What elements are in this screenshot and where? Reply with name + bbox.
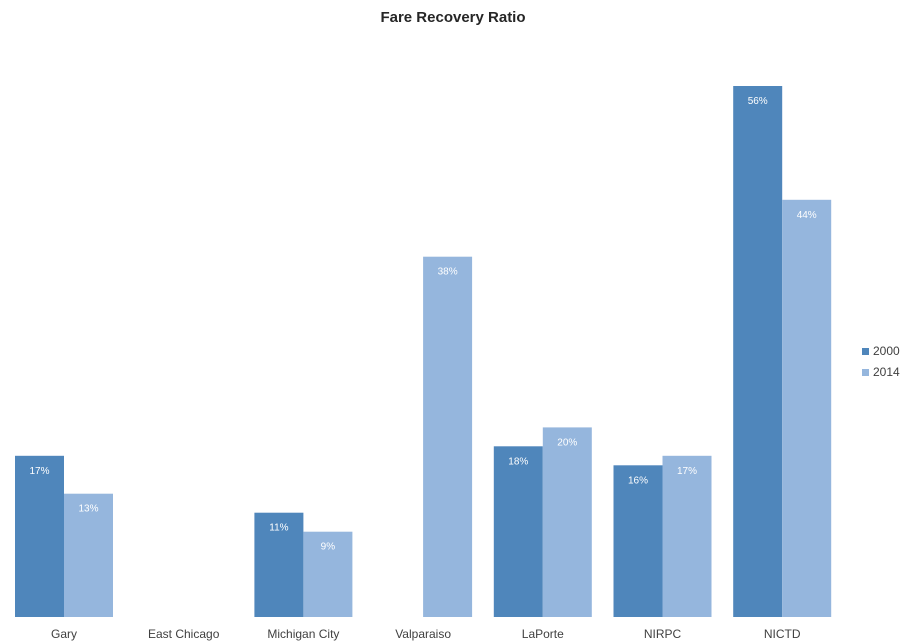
bar-2014-gary <box>64 493 113 617</box>
data-label-2014-laporte: 20% <box>557 437 577 448</box>
data-label-2000-nirpc: 16% <box>628 475 648 486</box>
legend-swatch-2000 <box>862 347 869 355</box>
legend-label-2000: 2000 <box>873 344 900 358</box>
legend-label-2014: 2014 <box>873 365 900 379</box>
x-axis-ticks: Gary East Chicago Michigan City Valparaiso L… <box>51 627 801 641</box>
bar-2014-nirpc <box>662 455 712 617</box>
bar-2000-gary <box>15 455 64 617</box>
chart-title: Fare Recovery Ratio <box>380 9 526 26</box>
data-label-2014-nirpc: 17% <box>677 466 697 477</box>
bar-2014-nictd <box>782 199 832 618</box>
bar-labels-group: 17% 13% 11% 9% 38% 18% 20% 16% 17% 56% 44% <box>29 96 816 553</box>
x-tick-label: NIRPC <box>644 627 682 641</box>
bar-2000-laporte <box>493 446 543 617</box>
bar-2000-nirpc <box>613 465 663 617</box>
data-label-2000-laporte: 18% <box>508 456 528 467</box>
data-label-2014-nictd: 44% <box>797 210 817 221</box>
bar-2014-valparaiso <box>423 256 473 617</box>
bars-group <box>15 86 832 618</box>
bar-2014-laporte <box>542 427 592 617</box>
legend-item-2000: 2000 <box>862 343 900 359</box>
x-tick-label: NICTD <box>764 627 801 641</box>
x-tick-label: Gary <box>51 627 77 641</box>
data-label-2014-michigan-city: 9% <box>321 542 336 553</box>
x-tick-label: Michigan City <box>267 627 339 641</box>
x-tick-label: Valparaiso <box>395 627 451 641</box>
data-label-2014-gary: 13% <box>78 504 98 515</box>
x-tick-label: East Chicago <box>148 627 220 641</box>
bar-2000-michigan-city <box>254 512 304 617</box>
legend: 2000 2014 <box>862 343 900 385</box>
data-label-2000-michigan-city: 11% <box>269 523 288 534</box>
bar-2000-nictd <box>733 86 783 617</box>
x-tick-label: LaPorte <box>522 627 564 641</box>
bar-2014-michigan-city <box>303 531 353 617</box>
data-label-2014-valparaiso: 38% <box>438 267 458 278</box>
data-label-2000-nictd: 56% <box>748 96 768 107</box>
data-label-2000-gary: 17% <box>29 466 49 477</box>
legend-item-2014: 2014 <box>862 364 900 380</box>
legend-swatch-2014 <box>862 368 869 376</box>
